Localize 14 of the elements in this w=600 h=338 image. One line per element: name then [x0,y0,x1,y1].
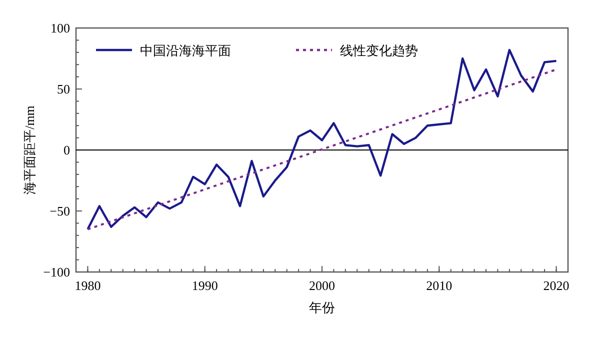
y-axis-title: 海平面距平/mm [22,106,37,194]
legend-label: 线性变化趋势 [340,43,418,58]
y-tick-label: −50 [50,204,70,218]
x-tick-label: 2000 [309,278,335,293]
y-tick-label: −100 [43,264,70,280]
x-tick-label: 2020 [543,278,570,293]
y-tick-label: 0 [64,142,70,158]
x-tick-label: 1980 [74,278,101,293]
y-tick-label: 50 [57,82,70,96]
legend-label: 中国沿海海平面 [140,43,231,58]
x-tick-label: 1990 [192,278,218,293]
x-tick-label: 2010 [426,278,452,293]
x-axis-title: 年份 [309,300,335,315]
y-tick-label: 100 [50,20,70,36]
